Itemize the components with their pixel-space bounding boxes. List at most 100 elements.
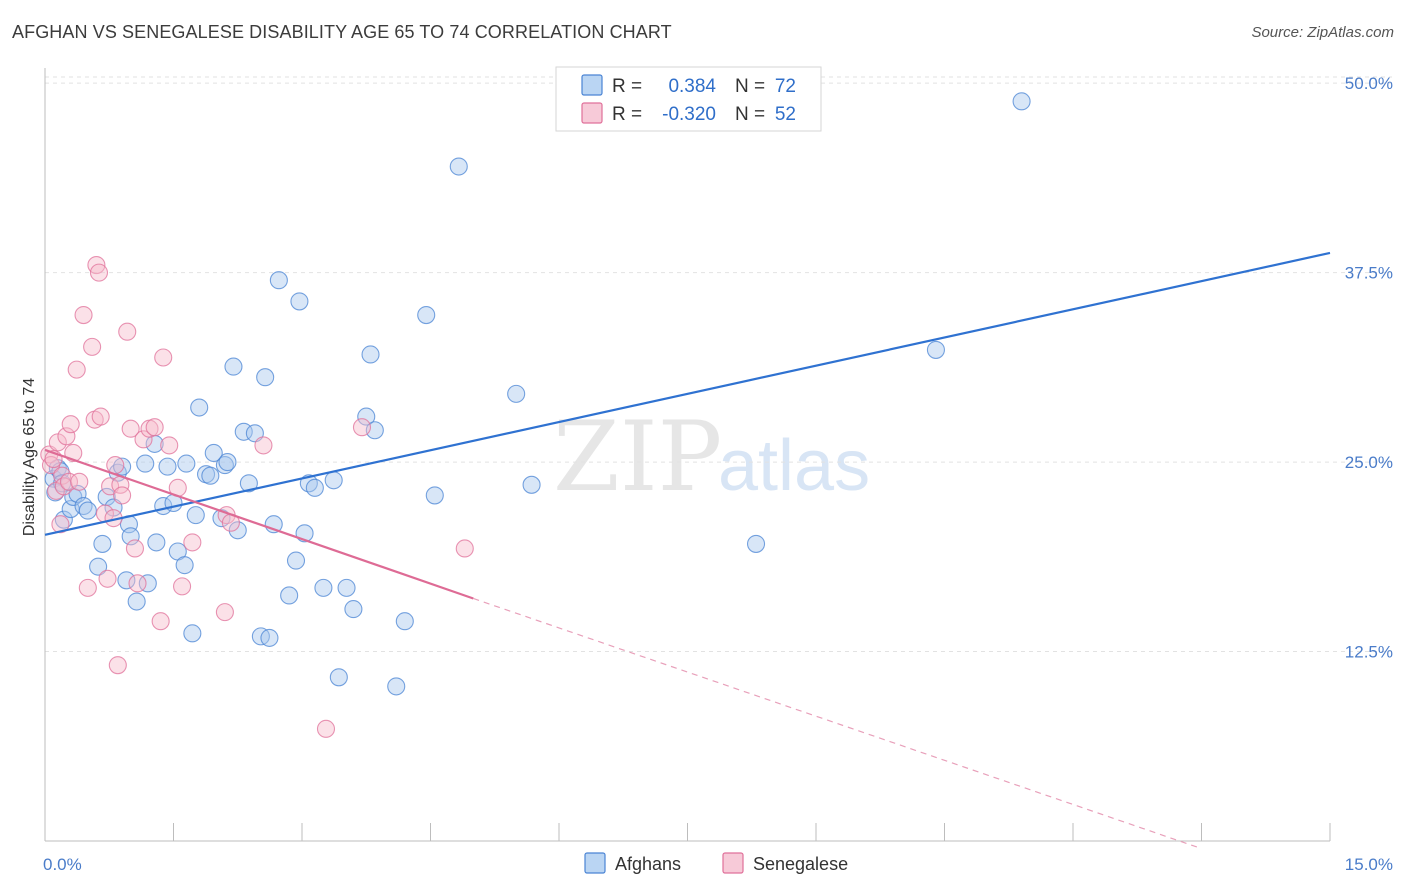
trendlines (44, 251, 1331, 850)
point-senegalese (125, 539, 144, 558)
point-afghans (260, 628, 279, 647)
point-senegalese (145, 418, 164, 437)
point-senegalese (352, 418, 372, 437)
point-senegalese (113, 486, 132, 505)
point-senegalese (98, 569, 117, 588)
point-afghans (280, 586, 299, 605)
point-senegalese (70, 472, 89, 491)
point-senegalese (183, 533, 202, 552)
point-afghans (269, 271, 288, 290)
point-senegalese (89, 263, 109, 282)
point-afghans (507, 384, 526, 403)
point-senegalese (254, 436, 273, 455)
watermark-zip: ZIP (553, 401, 722, 513)
point-senegalese (160, 436, 179, 455)
point-afghans (224, 357, 243, 376)
point-afghans (449, 157, 468, 176)
y-tick-label: 12.5% (1345, 643, 1393, 662)
point-afghans (337, 578, 356, 597)
point-senegalese (91, 407, 110, 426)
point-senegalese (173, 577, 192, 596)
y-tick-label: 50.0% (1345, 74, 1393, 93)
point-senegalese (106, 456, 125, 475)
point-afghans (228, 521, 247, 540)
point-senegalese (108, 656, 127, 675)
legend-swatch-afghans (581, 74, 603, 96)
point-senegalese (74, 306, 93, 325)
point-afghans (190, 398, 209, 417)
point-afghans (361, 345, 380, 364)
series-legend-swatch-afghans (584, 852, 606, 874)
correlation-legend: R = 0.384 N = 72 R = -0.320 N = 52 (555, 66, 822, 132)
y-axis-label: Disability Age 65 to 74 (21, 378, 38, 536)
point-afghans (177, 454, 196, 473)
axes (44, 68, 1331, 842)
data-points (40, 92, 1031, 738)
point-afghans (357, 407, 376, 426)
point-senegalese (83, 337, 102, 356)
legend-n-label-afghans: N = (735, 76, 765, 97)
legend-n-value-afghans: 72 (775, 76, 796, 97)
y-tick-labels: 12.5% 25.0% 37.5% 50.0% (1345, 74, 1393, 661)
point-afghans (324, 471, 343, 490)
point-senegalese (316, 719, 336, 738)
point-senegalese (455, 539, 474, 558)
point-afghans (425, 486, 444, 505)
point-afghans (239, 474, 258, 493)
point-afghans (1012, 92, 1031, 111)
point-afghans (290, 292, 309, 311)
point-senegalese (128, 574, 147, 593)
point-afghans (417, 306, 436, 325)
legend-r-label-senegalese: R = (612, 104, 642, 125)
point-afghans (175, 556, 194, 575)
point-afghans (522, 475, 541, 494)
point-afghans (387, 677, 406, 696)
x-tick-label: 0.0% (43, 855, 82, 874)
trendline-senegalese-extension (473, 597, 1202, 850)
point-afghans (212, 509, 231, 528)
point-senegalese (118, 322, 137, 341)
source-label: Source: ZipAtlas.com (1251, 24, 1394, 41)
point-afghans (201, 466, 220, 485)
point-afghans (78, 501, 97, 520)
point-afghans (204, 443, 223, 463)
point-afghans (113, 457, 132, 476)
point-senegalese (215, 603, 234, 622)
legend-r-value-senegalese: -0.320 (662, 104, 716, 125)
point-afghans (314, 578, 333, 597)
chart-title: AFGHAN VS SENEGALESE DISABILITY AGE 65 T… (12, 22, 672, 42)
point-afghans (286, 551, 306, 570)
grid-lines (45, 76, 1392, 653)
point-afghans (329, 668, 348, 687)
point-senegalese (59, 472, 79, 491)
series-legend-swatch-senegalese (722, 852, 744, 874)
point-afghans (136, 454, 155, 473)
point-senegalese (154, 348, 173, 367)
series-legend-label-afghans: Afghans (615, 854, 681, 874)
point-afghans (186, 506, 205, 525)
y-tick-label: 25.0% (1345, 453, 1393, 472)
point-afghans (183, 624, 202, 643)
point-afghans (344, 600, 363, 619)
y-tick-label: 37.5% (1345, 264, 1393, 283)
point-afghans (305, 478, 324, 497)
watermark: ZIP atlas (553, 401, 870, 513)
trendline-senegalese (44, 448, 474, 600)
point-senegalese (151, 612, 170, 631)
point-afghans (138, 574, 157, 593)
point-senegalese (61, 415, 80, 434)
point-afghans (117, 571, 136, 590)
point-afghans (256, 368, 275, 387)
legend-swatch-senegalese (581, 102, 603, 124)
point-afghans (93, 534, 112, 553)
point-afghans (395, 612, 414, 631)
trendline-afghans (44, 251, 1331, 536)
watermark-atlas: atlas (718, 426, 870, 506)
point-senegalese (78, 578, 97, 597)
point-senegalese (57, 427, 76, 446)
point-senegalese (51, 515, 70, 534)
legend-n-value-senegalese: 52 (775, 104, 796, 125)
legend-n-label-senegalese: N = (735, 104, 765, 125)
series-legend: Afghans Senegalese (584, 852, 848, 874)
